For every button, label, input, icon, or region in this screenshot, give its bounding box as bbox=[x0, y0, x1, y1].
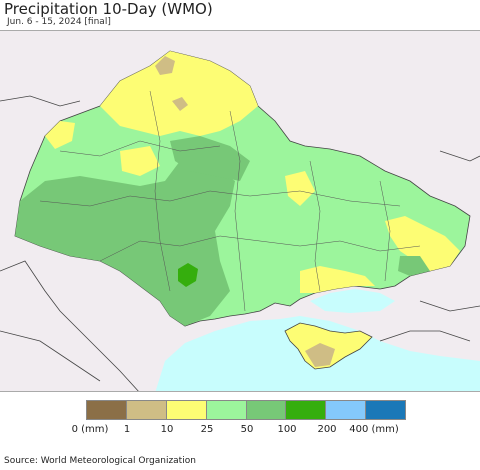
legend-label-4: 50 bbox=[240, 424, 254, 435]
east-central-yellow bbox=[285, 171, 315, 206]
map-title: Precipitation 10-Day (WMO) bbox=[4, 0, 213, 18]
north-central-yellow bbox=[120, 146, 160, 176]
legend-label-5: 100 bbox=[277, 424, 297, 435]
legend-swatch-3 bbox=[206, 401, 247, 419]
north-patch-2 bbox=[172, 97, 188, 111]
precipitation-map[interactable] bbox=[0, 30, 480, 392]
northwest-yellow bbox=[45, 121, 75, 149]
legend-swatch-6 bbox=[326, 401, 367, 419]
country-borders bbox=[0, 95, 480, 391]
legend-label-7: 400 (mm) bbox=[349, 424, 399, 435]
legend-swatch-5 bbox=[286, 401, 327, 419]
legend-swatch-1 bbox=[126, 401, 167, 419]
legend-swatch-2 bbox=[166, 401, 207, 419]
east-yellow bbox=[385, 216, 460, 271]
map-subtitle: Jun. 6 - 15, 2024 [final] bbox=[7, 17, 111, 27]
source-credit: Source: World Meteorological Organizatio… bbox=[4, 456, 196, 466]
map-canvas bbox=[0, 31, 480, 391]
legend-label-1: 1 bbox=[123, 424, 131, 435]
legend-swatch-7 bbox=[366, 401, 405, 419]
legend-color-bar bbox=[86, 400, 406, 420]
southeast-yellow bbox=[300, 266, 375, 293]
region-borders bbox=[39, 90, 421, 312]
legend-label-2: 10 bbox=[160, 424, 174, 435]
north-low-precip bbox=[100, 51, 258, 136]
north-patch bbox=[155, 56, 175, 75]
legend-swatch-4 bbox=[246, 401, 287, 419]
legend-swatch-0 bbox=[87, 401, 127, 419]
legend-labels: 0 (mm) 1 10 25 50 100 200 400 (mm) bbox=[0, 424, 480, 438]
legend-label-3: 25 bbox=[200, 424, 214, 435]
legend-label-6: 200 bbox=[317, 424, 337, 435]
legend-label-0: 0 (mm) bbox=[71, 424, 109, 435]
crimea-south-patch bbox=[305, 343, 335, 367]
sea-of-azov bbox=[310, 289, 395, 313]
legend: 0 (mm) 1 10 25 50 100 200 400 (mm) bbox=[0, 392, 480, 452]
east-moderate bbox=[398, 256, 430, 276]
central-dark-green bbox=[170, 136, 250, 181]
heavy-precip-core bbox=[178, 263, 198, 287]
crimea bbox=[284, 322, 373, 370]
